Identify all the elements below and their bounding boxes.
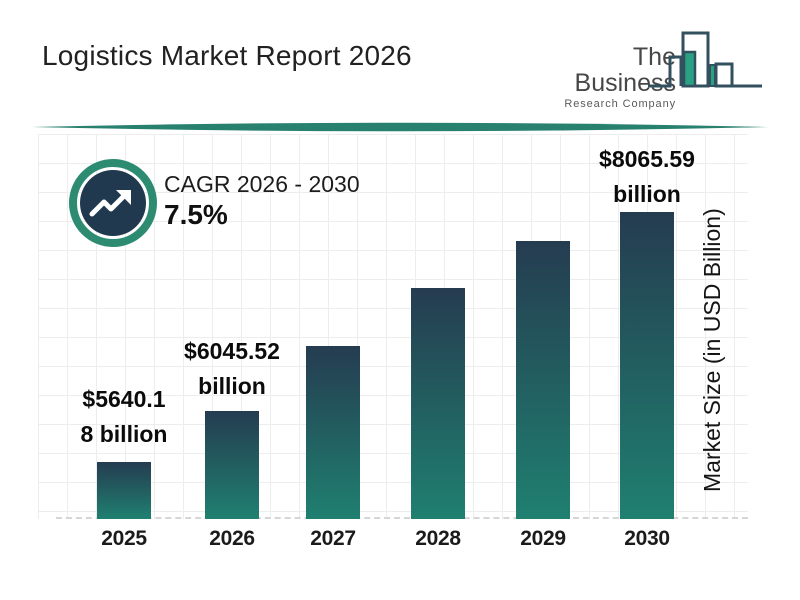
x-tick-2027: 2027 — [310, 527, 356, 550]
bar-2027 — [306, 346, 360, 519]
x-axis-baseline — [56, 517, 748, 519]
page-title: Logistics Market Report 2026 — [42, 40, 412, 71]
divider-line — [32, 122, 768, 132]
value-label-2025: $5640.1 8 billion — [80, 386, 168, 447]
bar-2026 — [205, 411, 259, 519]
logo-wordmark: The Business Research Company — [552, 44, 676, 110]
logo-company-subtitle: Research Company — [564, 97, 676, 110]
trending-up-icon — [89, 190, 131, 217]
logo-green-sliver — [709, 64, 716, 87]
logo-green-bar — [682, 50, 697, 88]
logo-company-name: The Business — [574, 43, 676, 98]
bar-2030 — [620, 212, 674, 519]
value-label-2026: $6045.52 billion — [184, 338, 280, 399]
bar-2025 — [97, 462, 151, 519]
cagr-badge — [69, 159, 157, 247]
x-tick-2025: 2025 — [101, 527, 147, 550]
value-label-2030: $8065.59 billion — [599, 146, 695, 207]
bar-2028 — [411, 288, 465, 519]
y-axis-label: Market Size (in USD Billion) — [699, 208, 725, 492]
cagr-period-label: CAGR 2026 - 2030 — [164, 171, 360, 197]
x-tick-2030: 2030 — [624, 527, 670, 550]
x-tick-2026: 2026 — [209, 527, 255, 550]
bar-2029 — [516, 241, 570, 519]
bar-chart-logo-icon — [648, 31, 762, 88]
cagr-value: 7.5% — [164, 199, 228, 230]
x-tick-2028: 2028 — [415, 527, 461, 550]
x-tick-2029: 2029 — [520, 527, 566, 550]
